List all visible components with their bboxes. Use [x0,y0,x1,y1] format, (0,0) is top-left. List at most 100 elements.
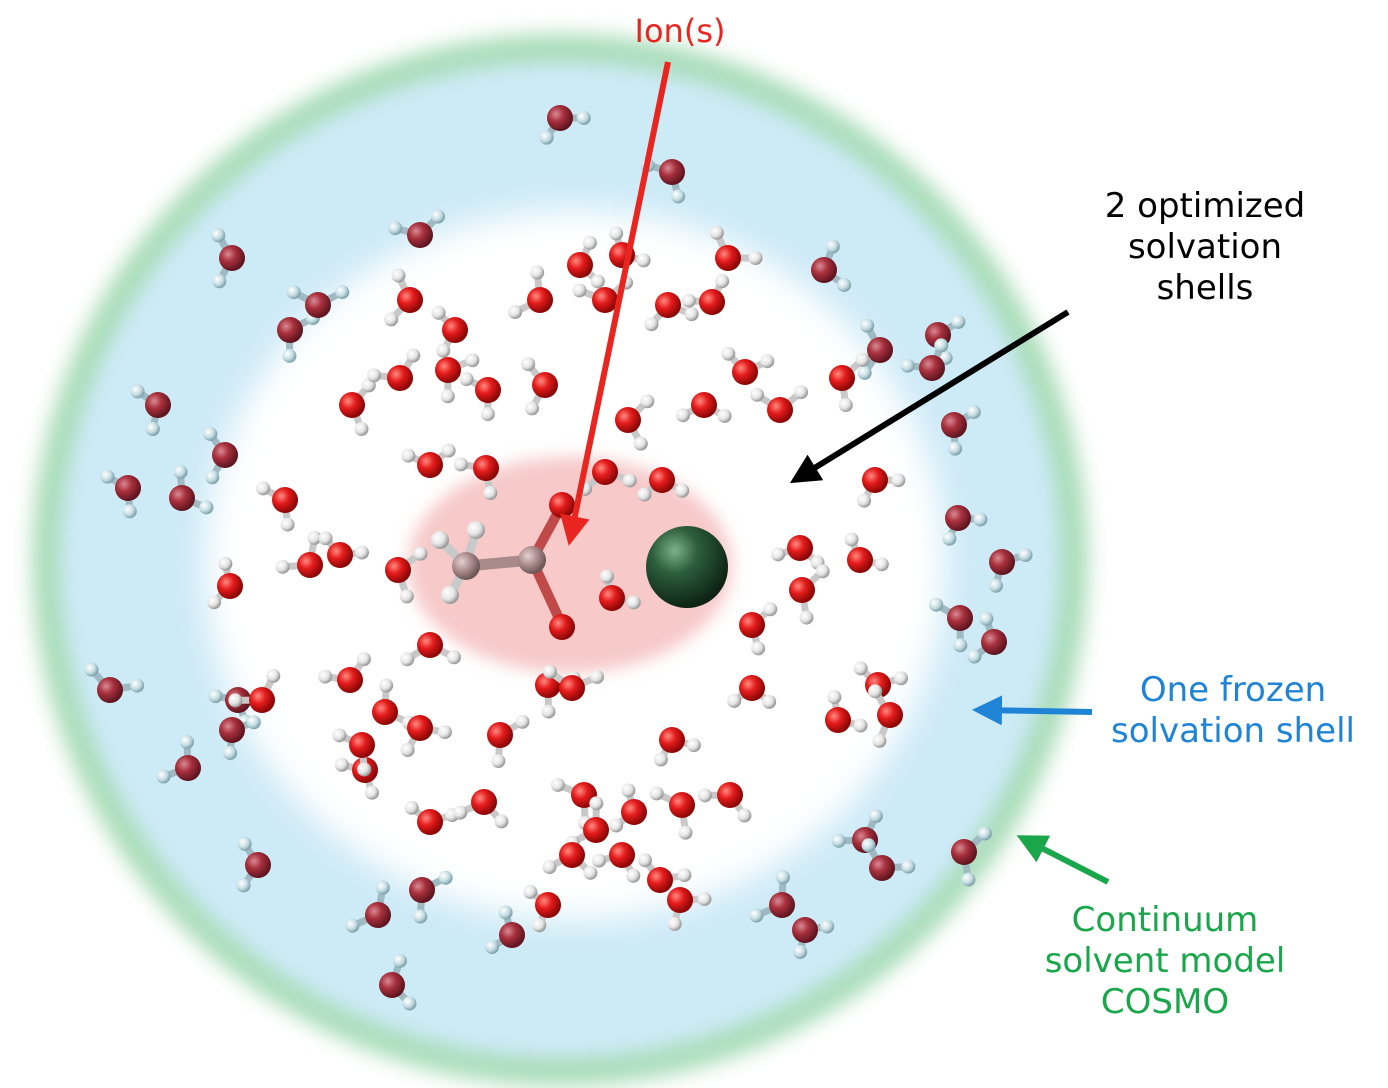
oxygen-atom [787,535,813,561]
hydrogen-atom [831,833,846,848]
hydrogen-atom [820,919,835,934]
water-molecule [592,842,641,883]
water-molecule [857,318,893,380]
hydrogen-atom [388,221,403,236]
oxygen-atom [947,605,973,631]
hydrogen-atom [799,610,814,625]
hydrogen-atom [934,338,949,353]
hydrogen-atom [212,274,227,289]
hydrogen-atom [494,814,509,829]
hydrogen-atom [681,293,696,308]
oxygen-atom [417,809,443,835]
hydrogen-atom [335,285,350,300]
hydrogen-atom [542,860,557,875]
hydrogen-atom [550,777,565,792]
oxygen-atom [609,842,635,868]
hydrogen-atom [130,384,145,399]
oxygen-atom [535,892,561,918]
hydrogen-atom [523,884,538,899]
water-molecule [236,836,271,893]
oxygen-atom [699,289,725,315]
oxygen-atom [499,922,525,948]
hydrogen-atom [441,443,456,458]
hydrogen-atom [431,531,449,549]
ion-label-text: Ion(s) [634,12,726,50]
hydrogen-atom [211,228,226,243]
hydrogen-atom [441,586,459,604]
oxygen-atom [387,365,413,391]
hydrogen-atom [717,408,732,423]
hydrogen-atom [671,189,686,204]
oxygen-atom [549,492,575,518]
water-molecules [84,105,1033,1011]
water-molecule [750,385,809,423]
hydrogen-atom [438,870,453,885]
oxygen-atom [767,397,793,423]
hydrogen-atom [872,733,887,748]
hydrogen-atom [364,785,379,800]
oxygen-atom [442,317,468,343]
water-molecule [653,727,701,767]
oxygen-atom [175,755,201,781]
hydrogen-atom [576,111,591,126]
hydrogen-atom [521,357,536,372]
hydrogen-atom [266,668,281,683]
oxygen-atom [549,614,575,640]
water-molecule [332,728,375,777]
hydrogen-atom [637,487,652,502]
hydrogen-atom [453,805,468,820]
hydrogen-atom [891,473,906,488]
water-molecule [384,268,423,327]
oxygen-atom [669,792,695,818]
hydrogen-atom [542,664,557,679]
hydrogen-atom [644,317,659,332]
water-molecule [318,531,369,568]
water-molecule [286,285,350,318]
hydrogen-atom [760,354,775,369]
water-molecule [825,690,868,733]
oxygen-atom [825,707,851,733]
hydrogen-atom [367,368,382,383]
hydrogen-atom [399,589,414,604]
water-molecule [697,782,752,823]
hydrogen-atom [626,595,641,610]
hydrogen-atom [609,226,624,241]
hydrogen-atom [684,307,699,322]
water-molecule [709,225,763,271]
water-molecule [539,105,591,145]
hydrogen-atom [256,481,271,496]
water-molecule [339,378,376,436]
hydrogen-atom [332,728,347,743]
hydrogen-atom [763,602,778,617]
oxygen-atom [475,377,501,403]
frozen-label-line: One frozen [1139,670,1327,710]
water-molecule [400,632,461,667]
oxygen-atom [212,442,238,468]
oxygen-atom [349,732,375,758]
oxygen-atom [615,407,641,433]
frozen-shell-arrow [972,695,1093,726]
water-molecule [431,305,468,358]
hydrogen-atom [515,714,530,729]
oxygen-atom [417,452,443,478]
optimized-label-line: solvation [1127,226,1283,267]
hydrogen-atom [402,996,417,1011]
oxygen-atom [409,877,435,903]
hydrogen-atom [539,130,554,145]
hydrogen-atom [400,743,415,758]
hydrogen-atom [453,457,468,472]
hydrogen-atom [436,343,451,358]
hydrogen-atom [525,401,540,416]
oxygen-atom [249,687,275,713]
hydrogen-atom [307,530,322,545]
hydrogen-atom [203,426,218,441]
frozen-shell-label: One frozen solvation shell [1080,670,1386,752]
hydrogen-atom [600,569,615,584]
oxygen-atom [297,552,323,578]
oxygen-atom [789,577,815,603]
oxygen-atom [599,585,625,611]
water-molecule [487,714,530,769]
oxygen-atom [583,817,609,843]
oxygen-atom [769,892,795,918]
